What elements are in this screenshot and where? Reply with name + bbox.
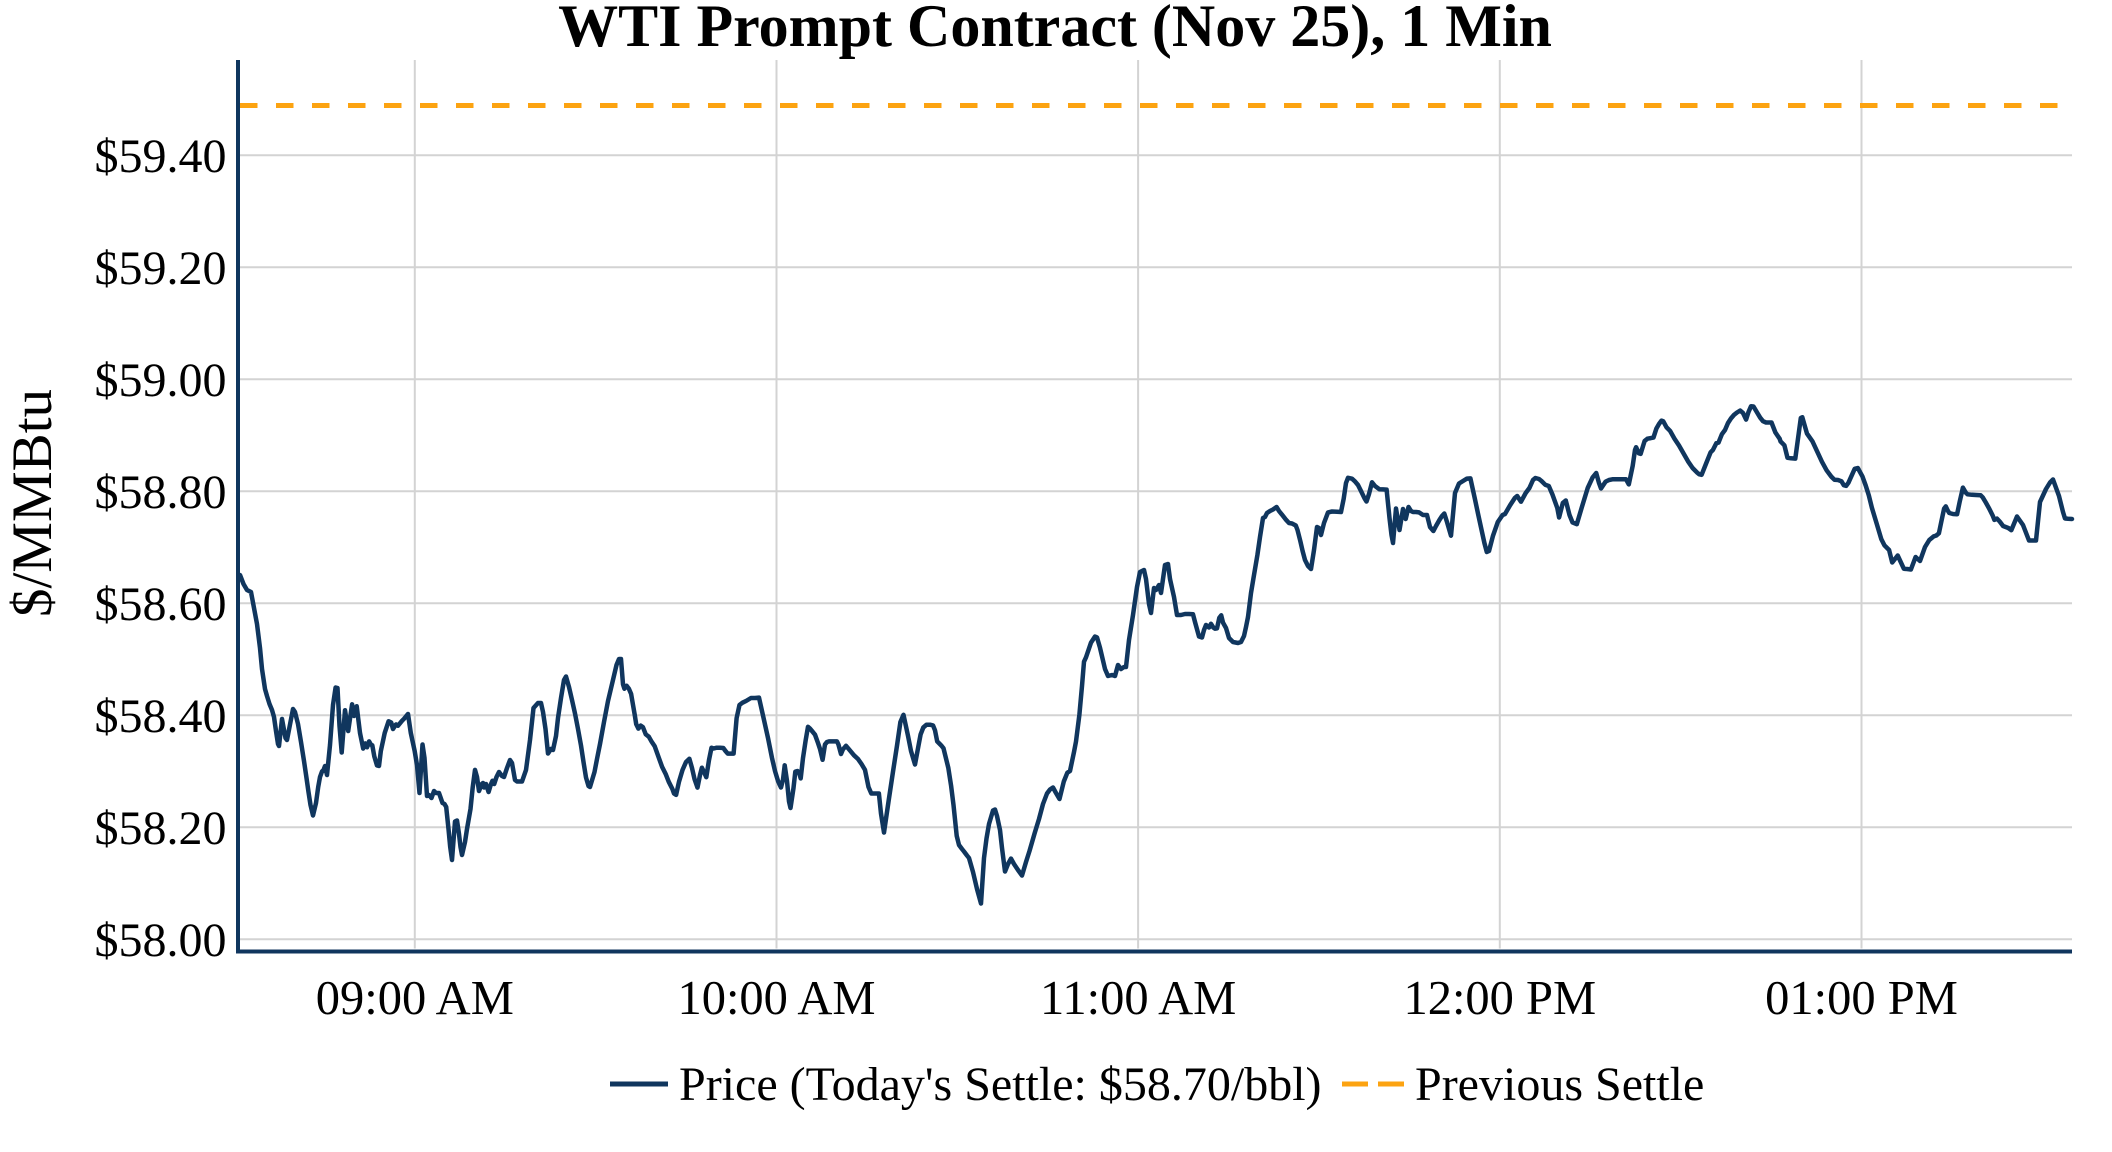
svg-text:Previous Settle: Previous Settle	[1415, 1058, 1704, 1111]
svg-text:Price (Today's Settle: $58.70/: Price (Today's Settle: $58.70/bbl)	[679, 1058, 1322, 1111]
svg-text:09:00 AM: 09:00 AM	[316, 972, 514, 1025]
svg-text:01:00 PM: 01:00 PM	[1765, 972, 1958, 1025]
svg-text:$59.20: $59.20	[95, 242, 227, 295]
svg-text:$58.20: $58.20	[95, 802, 227, 855]
svg-text:$58.40: $58.40	[95, 690, 227, 743]
svg-text:WTI Prompt Contract (Nov 25),: WTI Prompt Contract (Nov 25), 1 Min	[558, 0, 1552, 59]
svg-text:$59.40: $59.40	[95, 130, 227, 183]
svg-text:$58.00: $58.00	[95, 914, 227, 967]
svg-text:11:00 AM: 11:00 AM	[1040, 972, 1236, 1025]
svg-text:$/MMBtu: $/MMBtu	[1, 389, 64, 617]
svg-text:$59.00: $59.00	[95, 354, 227, 407]
svg-text:$58.80: $58.80	[95, 466, 227, 519]
svg-text:$58.60: $58.60	[95, 578, 227, 631]
svg-text:10:00 AM: 10:00 AM	[677, 972, 875, 1025]
svg-text:12:00 PM: 12:00 PM	[1403, 972, 1596, 1025]
